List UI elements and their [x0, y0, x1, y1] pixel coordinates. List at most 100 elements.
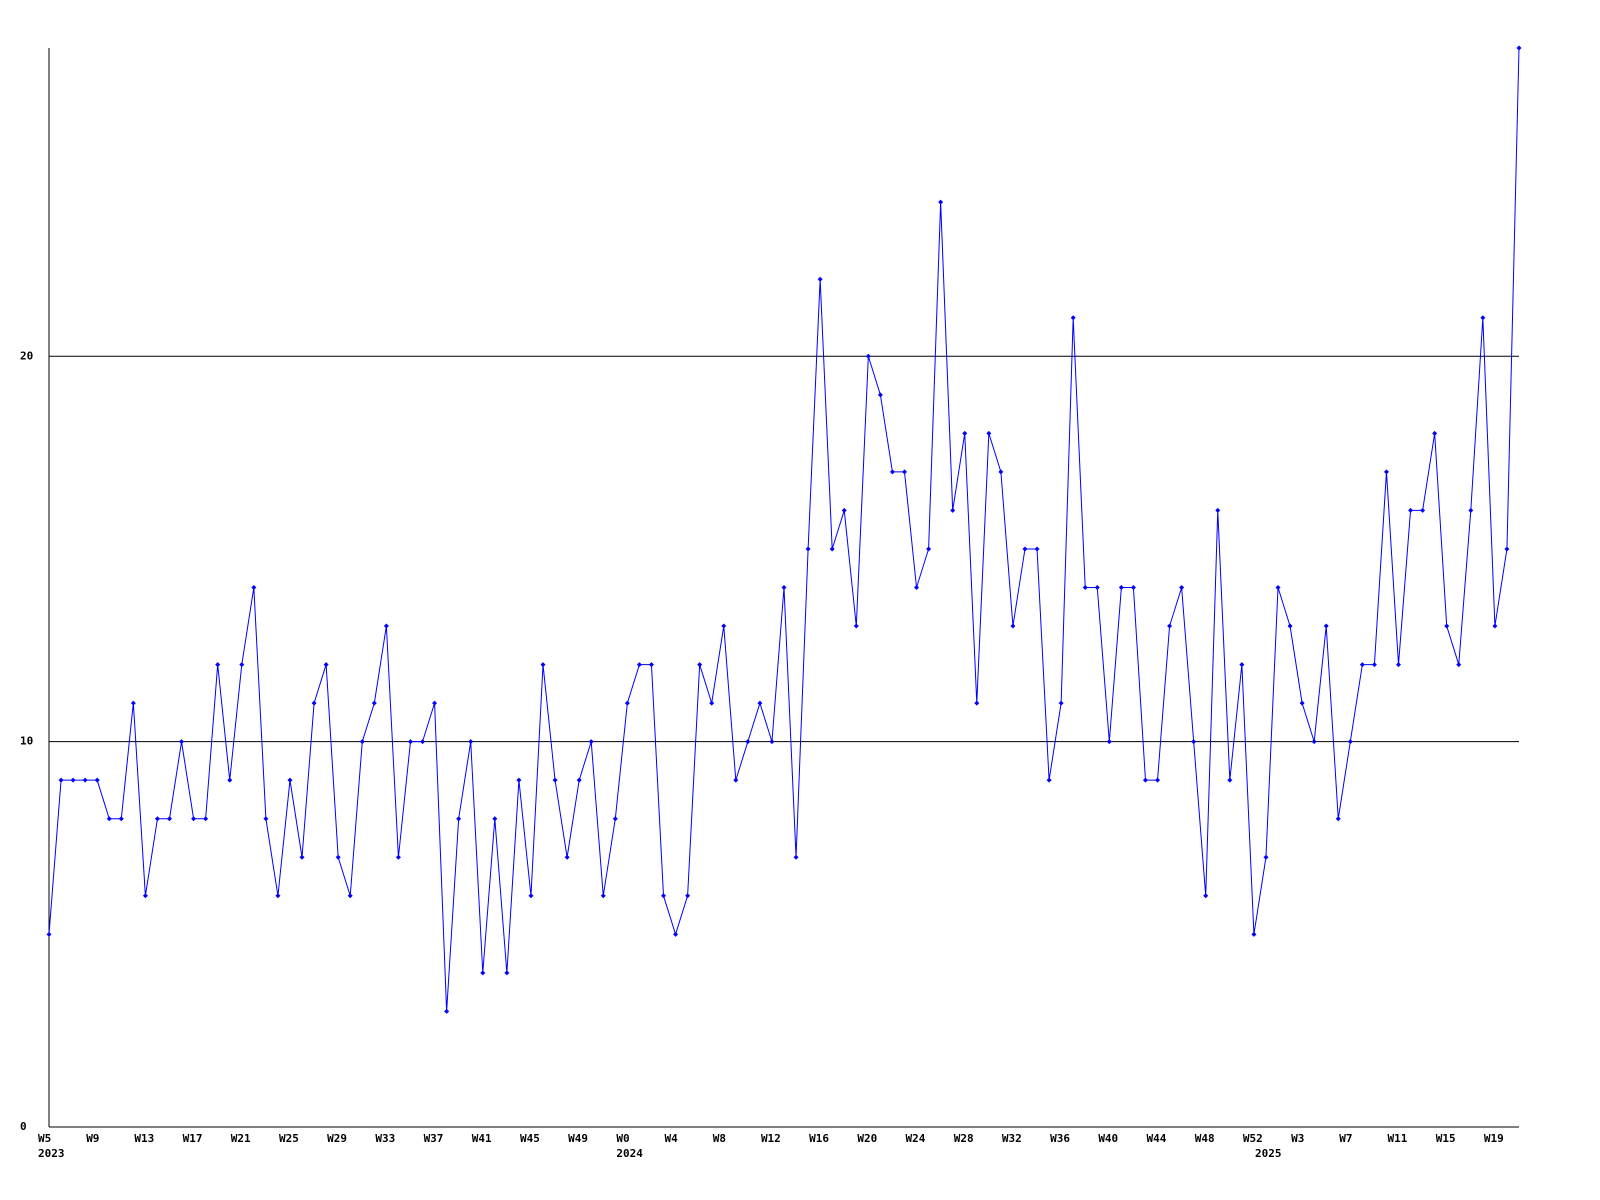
- x-tick-label: W29: [327, 1132, 347, 1145]
- data-point: [805, 546, 811, 552]
- data-point: [998, 469, 1004, 475]
- data-point: [841, 507, 847, 513]
- x-tick-label: W7: [1339, 1132, 1352, 1145]
- data-point: [58, 777, 64, 783]
- x-tick-label: W24: [906, 1132, 926, 1145]
- x-tick-label: W15: [1436, 1132, 1456, 1145]
- data-point: [1347, 739, 1353, 745]
- data-point: [1275, 585, 1281, 590]
- data-point: [383, 623, 389, 629]
- x-tick-label: W48: [1195, 1132, 1215, 1145]
- data-point: [1142, 777, 1148, 783]
- x-tick-label: W33: [375, 1132, 395, 1145]
- data-point: [1396, 662, 1402, 668]
- data-point: [1323, 623, 1329, 629]
- data-point: [588, 739, 594, 745]
- data-point: [853, 623, 859, 629]
- x-tick-label: W11: [1388, 1132, 1408, 1145]
- data-point: [962, 430, 968, 436]
- data-point: [395, 854, 401, 860]
- year-label: 2025: [1255, 1147, 1282, 1160]
- x-tick-label: W49: [568, 1132, 588, 1145]
- data-point: [1155, 777, 1161, 783]
- data-point: [1203, 893, 1209, 899]
- data-point: [251, 585, 257, 590]
- data-point: [1191, 739, 1197, 745]
- data-point: [311, 700, 317, 706]
- x-tick-label: W37: [424, 1132, 444, 1145]
- x-tick-label: W44: [1147, 1132, 1167, 1145]
- data-point: [468, 739, 474, 745]
- data-point: [865, 353, 871, 359]
- data-point: [1239, 662, 1245, 668]
- data-point: [492, 816, 498, 822]
- data-point: [1299, 700, 1305, 706]
- x-tick-label: W0: [616, 1132, 629, 1145]
- data-point: [94, 777, 100, 783]
- data-point: [407, 739, 413, 745]
- x-tick-label: W8: [713, 1132, 726, 1145]
- y-tick-label: 20: [20, 349, 33, 362]
- data-point: [82, 777, 88, 783]
- y-tick-label: 0: [20, 1120, 27, 1133]
- data-point: [504, 970, 510, 976]
- data-point: [757, 700, 763, 706]
- data-point: [600, 893, 606, 899]
- data-point: [516, 777, 522, 783]
- data-point: [287, 777, 293, 783]
- data-point: [142, 893, 148, 899]
- data-point: [299, 854, 305, 860]
- data-point: [1504, 546, 1510, 552]
- x-tick-label: W16: [809, 1132, 829, 1145]
- x-tick-label: W3: [1291, 1132, 1304, 1145]
- x-tick-label: W41: [472, 1132, 492, 1145]
- data-point: [1130, 585, 1136, 590]
- data-point: [420, 739, 426, 745]
- data-point: [673, 931, 679, 937]
- data-point: [456, 816, 462, 822]
- data-point: [938, 199, 944, 205]
- data-point: [166, 816, 172, 822]
- data-point: [1480, 315, 1486, 321]
- data-point: [950, 507, 956, 513]
- data-point: [540, 662, 546, 668]
- data-point: [1444, 623, 1450, 629]
- data-point: [1215, 507, 1221, 513]
- data-point: [1420, 507, 1426, 513]
- x-tick-label: W19: [1484, 1132, 1504, 1145]
- y-tick-label: 10: [20, 735, 33, 748]
- data-point: [576, 777, 582, 783]
- data-point: [179, 739, 185, 745]
- data-point: [432, 700, 438, 706]
- data-point: [1167, 623, 1173, 629]
- data-point: [624, 700, 630, 706]
- x-tick-label: W5: [38, 1132, 51, 1145]
- data-point: [1118, 585, 1124, 590]
- data-point: [1335, 816, 1341, 822]
- data-point: [1516, 45, 1522, 51]
- data-point: [480, 970, 486, 976]
- x-tick-label: W13: [134, 1132, 154, 1145]
- x-tick-label: W32: [1002, 1132, 1022, 1145]
- data-point: [70, 777, 76, 783]
- data-point: [1106, 739, 1112, 745]
- x-tick-label: W36: [1050, 1132, 1070, 1145]
- x-tick-label: W17: [183, 1132, 203, 1145]
- x-tick-label: W40: [1098, 1132, 1118, 1145]
- x-tick-label: W45: [520, 1132, 540, 1145]
- data-point: [1058, 700, 1064, 706]
- data-point: [444, 1008, 450, 1014]
- data-point: [829, 546, 835, 552]
- data-point: [914, 585, 920, 590]
- data-point: [1179, 585, 1185, 590]
- data-point: [347, 893, 353, 899]
- data-point: [564, 854, 570, 860]
- data-point: [636, 662, 642, 668]
- year-label: 2024: [616, 1147, 643, 1160]
- x-tick-label: W9: [86, 1132, 99, 1145]
- data-point: [130, 700, 136, 706]
- data-point: [901, 469, 907, 475]
- data-point: [974, 700, 980, 706]
- data-point: [1263, 854, 1269, 860]
